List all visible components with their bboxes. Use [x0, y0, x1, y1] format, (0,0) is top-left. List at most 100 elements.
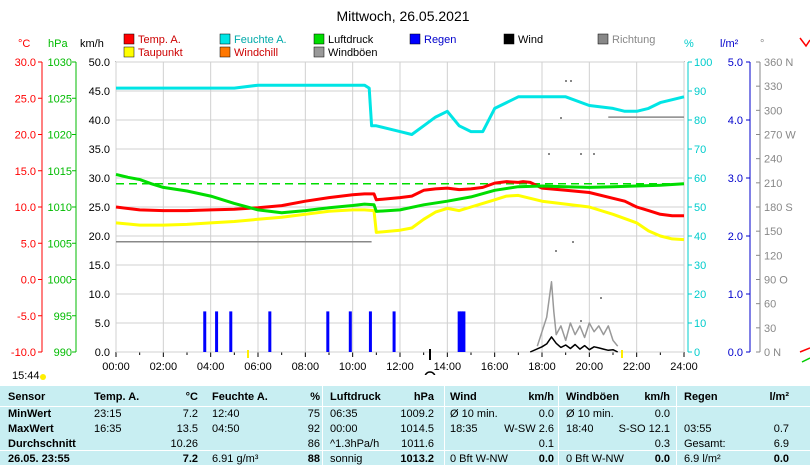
rain-bar	[215, 311, 219, 352]
dir-tick-label: 270 W	[764, 130, 796, 142]
legend-label: Taupunkt	[138, 47, 183, 59]
stats-row: 26.05. 23:55 7.2 6.91 g/m³ 88 sonnig 1013.2 0 …	[0, 452, 810, 467]
rain-tick-label: 2.0	[728, 231, 743, 243]
stats-header: Sensor	[8, 391, 46, 403]
legend-swatch	[503, 33, 515, 45]
rain-tick-label: 4.0	[728, 115, 743, 127]
stats-temp-value: 10.26	[170, 438, 198, 450]
hum-tick-label: 60	[694, 173, 706, 185]
legend-swatch	[409, 33, 421, 45]
rain-bar	[203, 311, 207, 352]
dir-tick-label: 150	[764, 226, 782, 238]
hum-tick-label: 50	[694, 202, 706, 214]
stats-hum-value: 75	[307, 408, 320, 420]
stats-gust-value: 0.0	[654, 453, 670, 465]
series-line	[116, 83, 685, 136]
stats-row: MinWert 23:15 7.2 12:40 75 06:35 1009.2 Ø 10 mi…	[0, 407, 810, 422]
rain-bar	[460, 311, 464, 352]
wind-tick-label: 40.0	[89, 115, 110, 127]
sunrise-marker	[424, 371, 436, 375]
rain-bar	[229, 311, 233, 352]
stats-column-divider	[676, 386, 677, 465]
legend-swatch	[597, 33, 609, 45]
temp-tick-label: -10.0	[11, 347, 36, 359]
stats-press-value: 1014.5	[400, 423, 434, 435]
press-tick-label: 1010	[48, 202, 72, 214]
dir-tick-label: 90 O	[764, 275, 788, 287]
press-tick-label: 1005	[48, 238, 72, 250]
edge-mark	[799, 347, 810, 353]
press-tick-label: 990	[54, 347, 72, 359]
x-tick-label: 16:00	[481, 361, 509, 373]
direction-dot	[580, 320, 582, 322]
legend-swatch	[123, 46, 135, 58]
rain-tick-label: 0.0	[728, 347, 743, 359]
stats-wind-value: 0.1	[538, 438, 554, 450]
dir-tick-label: 240	[764, 154, 782, 166]
legend-label: Windchill	[234, 47, 278, 59]
stats-row-label: 26.05. 23:55	[8, 453, 70, 465]
stats-gust-direction: S-SO 12.1	[618, 423, 670, 435]
sun-marker	[247, 350, 249, 358]
legend-label: Regen	[424, 34, 456, 46]
temp-axis-unit: °C	[18, 38, 30, 50]
stats-header: Regen	[684, 391, 718, 403]
temp-tick-label: 0.0	[21, 275, 36, 287]
wind-tick-label: 25.0	[89, 202, 110, 214]
legend-swatch	[219, 46, 231, 58]
stats-table: Sensor Temp. A. °C Feuchte A.% Luftdruck hPa W…	[0, 386, 810, 465]
stats-row: Durchschnitt 10.26 86 ^1.3hPa/h 1011.6 0.1 0.3…	[0, 437, 810, 452]
stats-row-label: MaxWert	[8, 423, 54, 435]
stats-header: hPa	[413, 391, 434, 403]
x-tick-label: 04:00	[197, 361, 225, 373]
press-tick-label: 1020	[48, 130, 72, 142]
stats-rain-time: 03:55	[684, 423, 712, 435]
dir-tick-label: 30	[764, 323, 776, 335]
rain-tick-label: 1.0	[728, 289, 743, 301]
x-tick-label: 18:00	[528, 361, 556, 373]
stats-header: °C	[185, 391, 198, 403]
stats-press-value: 1011.6	[401, 438, 434, 450]
sun-marker	[621, 350, 623, 358]
legend-swatch	[123, 33, 135, 45]
press-axis-unit: hPa	[48, 38, 68, 50]
stats-header: l/m²	[769, 391, 789, 403]
press-tick-label: 1000	[48, 275, 72, 287]
wind-tick-label: 20.0	[89, 231, 110, 243]
stats-hum-time: 6.91 g/m³	[212, 453, 259, 465]
temp-tick-label: 15.0	[15, 166, 36, 178]
x-tick-label: 22:00	[623, 361, 651, 373]
press-tick-label: 1025	[48, 93, 72, 105]
legend-label: Feuchte A.	[234, 34, 287, 46]
stats-gust-value: 0.0	[654, 408, 670, 420]
edge-mark	[799, 37, 810, 48]
stats-press-value: 1009.2	[400, 408, 434, 420]
rain-bar	[462, 311, 466, 352]
x-tick-label: 14:00	[434, 361, 462, 373]
direction-dot	[555, 250, 557, 252]
legend-label: Richtung	[612, 34, 655, 46]
stats-wind-time: Ø 10 min.	[450, 408, 498, 420]
stats-header: km/h	[528, 391, 554, 403]
x-tick-label: 24:00	[670, 361, 698, 373]
stats-header: Wind	[450, 391, 477, 403]
stats-rain-time: Gesamt:	[684, 438, 726, 450]
wind-axis-unit: km/h	[80, 38, 104, 50]
series-line	[529, 336, 619, 353]
stats-row-divider	[0, 450, 810, 451]
direction-dot	[600, 297, 602, 299]
stats-rain-value: 6.9	[773, 438, 789, 450]
stats-row-divider	[0, 406, 810, 407]
stats-rain-value: 0.7	[773, 423, 789, 435]
stats-temp-time: 16:35	[94, 423, 122, 435]
stats-hum-value: 88	[307, 453, 320, 465]
series-line	[115, 172, 685, 215]
wind-tick-label: 0.0	[95, 347, 110, 359]
stats-temp-value: 13.5	[176, 423, 198, 435]
stats-hum-time: 12:40	[212, 408, 240, 420]
stats-rain-time: 6.9 l/m²	[684, 453, 721, 465]
edge-mark	[801, 357, 810, 363]
legend-swatch	[219, 33, 231, 45]
stats-header-row: Sensor Temp. A. °C Feuchte A.% Luftdruck hPa W…	[0, 390, 810, 405]
stats-header: Windböen	[566, 391, 620, 403]
